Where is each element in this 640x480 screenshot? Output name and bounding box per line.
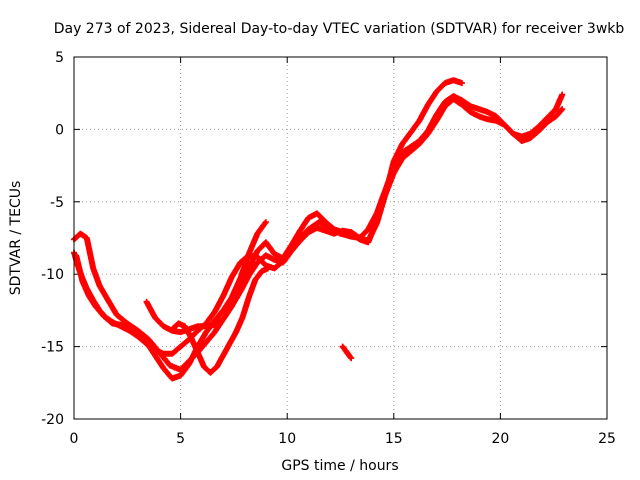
data-points bbox=[71, 77, 566, 382]
series-track-a bbox=[71, 91, 566, 357]
y-tick-label: 0 bbox=[55, 122, 64, 138]
chart-title: Day 273 of 2023, Sidereal Day-to-day VTE… bbox=[54, 21, 625, 37]
x-tick-label: 25 bbox=[598, 431, 616, 447]
series-track-d bbox=[143, 77, 465, 336]
series-track-c bbox=[73, 219, 269, 382]
x-axis: 0 5 10 15 20 25 bbox=[70, 57, 616, 447]
y-tick-label: -5 bbox=[50, 195, 64, 211]
y-tick-label: -15 bbox=[41, 340, 64, 356]
x-tick-label: 0 bbox=[70, 431, 79, 447]
plot-frame bbox=[73, 56, 608, 420]
y-axis-label: SDTVAR / TECUs bbox=[8, 181, 24, 296]
y-tick-label: 5 bbox=[55, 50, 64, 66]
y-tick-label: -10 bbox=[41, 267, 64, 283]
series-track-e bbox=[169, 265, 271, 376]
x-axis-label: GPS time / hours bbox=[281, 458, 398, 474]
y-axis: -20 -15 -10 -5 0 5 bbox=[41, 50, 607, 428]
y-tick-label: -20 bbox=[41, 412, 64, 428]
x-tick-label: 15 bbox=[385, 431, 403, 447]
grid bbox=[74, 57, 607, 419]
x-tick-label: 10 bbox=[278, 431, 296, 447]
x-tick-label: 20 bbox=[491, 431, 509, 447]
x-tick-label: 5 bbox=[176, 431, 185, 447]
series-track-b bbox=[71, 96, 566, 373]
series-track-f bbox=[339, 343, 355, 362]
